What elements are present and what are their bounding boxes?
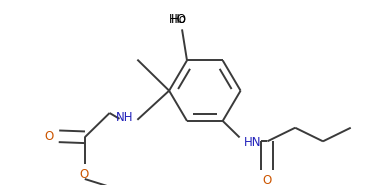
Text: HO: HO [169, 13, 187, 26]
Text: HN: HN [244, 136, 261, 149]
Text: O: O [45, 130, 54, 143]
Text: O: O [263, 174, 272, 187]
Text: Ho: Ho [171, 13, 187, 26]
Text: NH: NH [116, 111, 133, 124]
Text: O: O [79, 168, 88, 181]
